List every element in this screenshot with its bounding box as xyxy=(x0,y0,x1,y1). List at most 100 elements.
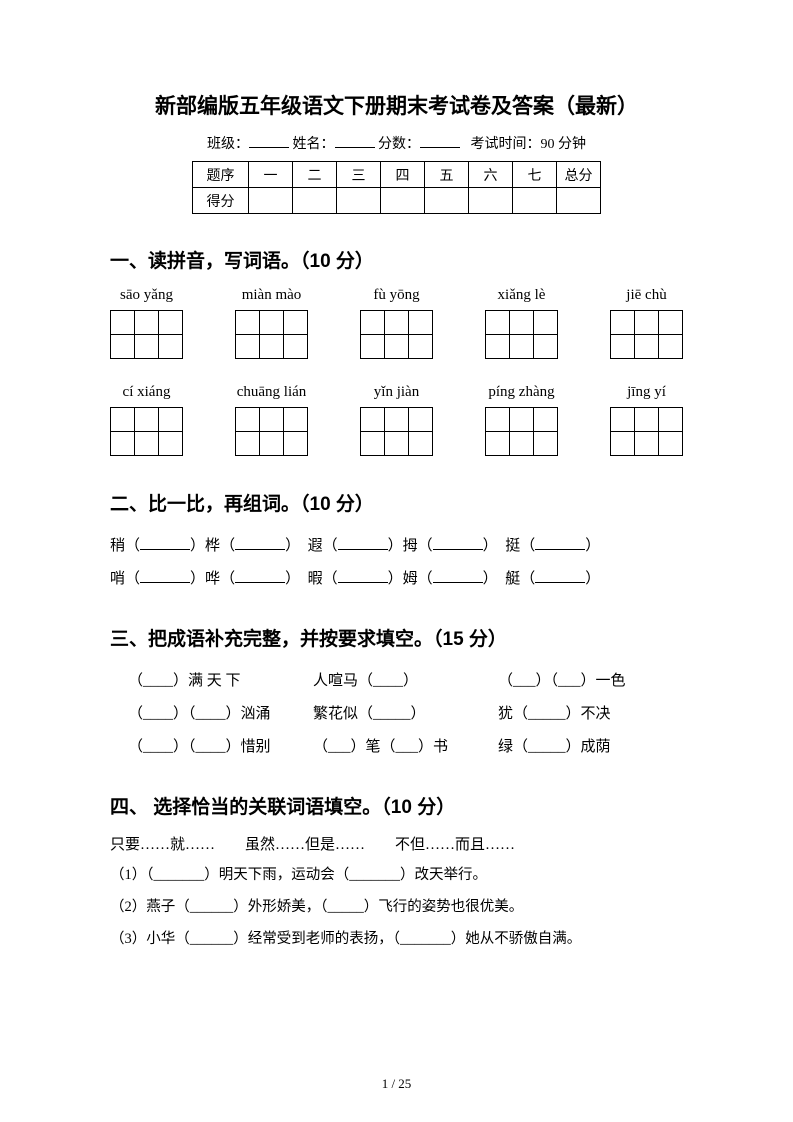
col-header: 六 xyxy=(469,162,513,188)
pinyin-item: jiē chù xyxy=(610,287,683,364)
pinyin-label: píng zhàng xyxy=(485,384,558,401)
score-cell[interactable] xyxy=(381,188,425,214)
score-label: 分数： xyxy=(378,137,420,152)
score-cell[interactable] xyxy=(293,188,337,214)
score-cell[interactable] xyxy=(513,188,557,214)
pinyin-label: chuāng lián xyxy=(235,384,308,401)
char: 艇 xyxy=(505,571,520,587)
char-grid[interactable] xyxy=(610,407,683,456)
row-header: 得分 xyxy=(193,188,249,214)
pinyin-item: píng zhàng xyxy=(485,384,558,461)
blank[interactable] xyxy=(433,536,483,550)
col-header: 总分 xyxy=(557,162,601,188)
conjunction-options: 只要……就…… 虽然……但是…… 不但……而且…… xyxy=(110,833,683,854)
time-label: 考试时间：90 分钟 xyxy=(471,137,587,152)
col-header: 四 xyxy=(381,162,425,188)
sentence-1: （1）（_______）明天下雨，运动会（_______）改天举行。 xyxy=(110,860,683,892)
idiom-cell: 繁花似（_____） xyxy=(313,698,498,731)
score-summary-table: 题序 一 二 三 四 五 六 七 总分 得分 xyxy=(192,161,601,214)
section-2-heading: 二、比一比，再组词。（10 分） xyxy=(110,489,683,516)
idiom-cell: （____）满 天 下 xyxy=(128,665,313,698)
char: 遐 xyxy=(308,538,323,554)
blank[interactable] xyxy=(535,569,585,583)
score-cell[interactable] xyxy=(557,188,601,214)
sentence-3: （3）小华（______）经常受到老师的表扬，（_______）她从不骄傲自满。 xyxy=(110,924,683,956)
char-grid[interactable] xyxy=(110,407,183,456)
char: 哗 xyxy=(205,571,220,587)
class-label: 班级： xyxy=(207,137,249,152)
pinyin-item: yǐn jiàn xyxy=(360,384,433,461)
idiom-block: （____）满 天 下 人喧马（____） （___）（___）一色 （____… xyxy=(110,665,683,764)
idiom-cell: （___）笔（___）书 xyxy=(313,731,498,764)
col-header: 七 xyxy=(513,162,557,188)
idiom-row: （____）（____）汹涌 繁花似（_____） 犹（_____）不决 xyxy=(128,698,683,731)
pinyin-row-1: sāo yǎng miàn mào fù yōng xiǎng lè jiē c… xyxy=(110,287,683,364)
idiom-row: （____）（____）惜别 （___）笔（___）书 绿（_____）成荫 xyxy=(128,731,683,764)
blank[interactable] xyxy=(235,536,285,550)
blank[interactable] xyxy=(535,536,585,550)
pinyin-label: yǐn jiàn xyxy=(360,384,433,401)
char-grid[interactable] xyxy=(235,310,308,359)
char: 稍 xyxy=(110,538,125,554)
char: 哨 xyxy=(110,571,125,587)
char-grid[interactable] xyxy=(235,407,308,456)
pinyin-row-2: cí xiáng chuāng lián yǐn jiàn píng zhàng… xyxy=(110,384,683,461)
class-blank[interactable] xyxy=(249,132,289,148)
char: 暇 xyxy=(308,571,323,587)
pinyin-label: jīng yí xyxy=(610,384,683,401)
student-info-line: 班级： 姓名： 分数： 考试时间：90 分钟 xyxy=(110,132,683,153)
idiom-cell: 人喧马（____） xyxy=(313,665,498,698)
char: 拇 xyxy=(403,538,418,554)
name-blank[interactable] xyxy=(335,132,375,148)
pinyin-label: sāo yǎng xyxy=(110,287,183,304)
table-row: 得分 xyxy=(193,188,601,214)
sentence-2: （2）燕子（______）外形娇美，（_____）飞行的姿势也很优美。 xyxy=(110,892,683,924)
page-title: 新部编版五年级语文下册期末考试卷及答案（最新） xyxy=(110,90,683,120)
idiom-row: （____）满 天 下 人喧马（____） （___）（___）一色 xyxy=(128,665,683,698)
char-grid[interactable] xyxy=(110,310,183,359)
idiom-cell: （____）（____）惜别 xyxy=(128,731,313,764)
score-cell[interactable] xyxy=(249,188,293,214)
compare-line-2: 哨（）哗（） 暇（）姆（） 艇（） xyxy=(110,563,683,596)
score-blank[interactable] xyxy=(420,132,460,148)
char-grid[interactable] xyxy=(485,310,558,359)
char: 挺 xyxy=(505,538,520,554)
blank[interactable] xyxy=(140,569,190,583)
pinyin-label: cí xiáng xyxy=(110,384,183,401)
char-grid[interactable] xyxy=(610,310,683,359)
pinyin-item: jīng yí xyxy=(610,384,683,461)
score-cell[interactable] xyxy=(425,188,469,214)
compare-line-1: 稍（）桦（） 遐（）拇（） 挺（） xyxy=(110,530,683,563)
pinyin-label: jiē chù xyxy=(610,287,683,304)
pinyin-label: xiǎng lè xyxy=(485,287,558,304)
score-cell[interactable] xyxy=(337,188,381,214)
col-header: 三 xyxy=(337,162,381,188)
pinyin-item: fù yōng xyxy=(360,287,433,364)
pinyin-item: sāo yǎng xyxy=(110,287,183,364)
blank[interactable] xyxy=(338,569,388,583)
char-grid[interactable] xyxy=(485,407,558,456)
row-header: 题序 xyxy=(193,162,249,188)
char-grid[interactable] xyxy=(360,407,433,456)
char: 桦 xyxy=(205,538,220,554)
pinyin-label: fù yōng xyxy=(360,287,433,304)
idiom-cell: 犹（_____）不决 xyxy=(498,698,683,731)
blank[interactable] xyxy=(433,569,483,583)
table-row: 题序 一 二 三 四 五 六 七 总分 xyxy=(193,162,601,188)
blank[interactable] xyxy=(338,536,388,550)
section-4-heading: 四、 选择恰当的关联词语填空。（10 分） xyxy=(110,792,683,819)
pinyin-item: cí xiáng xyxy=(110,384,183,461)
score-cell[interactable] xyxy=(469,188,513,214)
name-label: 姓名： xyxy=(293,137,335,152)
page-number: 1 / 25 xyxy=(0,1076,793,1092)
blank[interactable] xyxy=(235,569,285,583)
char-grid[interactable] xyxy=(360,310,433,359)
idiom-cell: （____）（____）汹涌 xyxy=(128,698,313,731)
section-1-heading: 一、读拼音，写词语。（10 分） xyxy=(110,246,683,273)
pinyin-label: miàn mào xyxy=(235,287,308,304)
pinyin-item: xiǎng lè xyxy=(485,287,558,364)
col-header: 五 xyxy=(425,162,469,188)
pinyin-item: chuāng lián xyxy=(235,384,308,461)
blank[interactable] xyxy=(140,536,190,550)
idiom-cell: （___）（___）一色 xyxy=(498,665,683,698)
